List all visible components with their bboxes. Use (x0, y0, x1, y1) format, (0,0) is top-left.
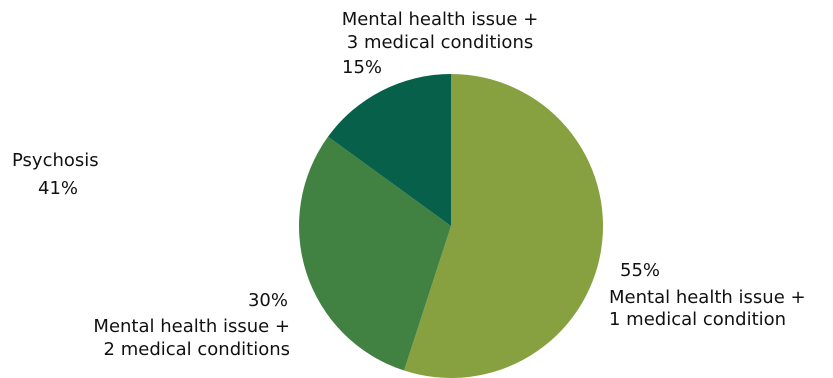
slice-2-label-line-2: 2 medical conditions (103, 339, 290, 360)
psychosis-value: 41% (38, 178, 79, 199)
slice-3-label-line-2: 3 medical conditions (346, 32, 534, 53)
slice-2-label-line-1: Mental health issue + (93, 316, 290, 337)
slice-2-value-label: 30% (247, 290, 288, 311)
slice-3-label-line-1: Mental health issue + (341, 9, 539, 30)
slice-1-label-line-2: 1 medical condition (609, 309, 787, 330)
slice-3-value-label: 15% (342, 57, 383, 78)
slice-1-value-label: 55% (620, 260, 661, 281)
psychosis-label: Psychosis (12, 150, 99, 171)
pie-slice-1 (404, 74, 604, 378)
slice-1-label-line-1: Mental health issue + (609, 287, 806, 308)
pie-slice-2 (299, 136, 451, 371)
pie-slice-3 (328, 74, 451, 226)
